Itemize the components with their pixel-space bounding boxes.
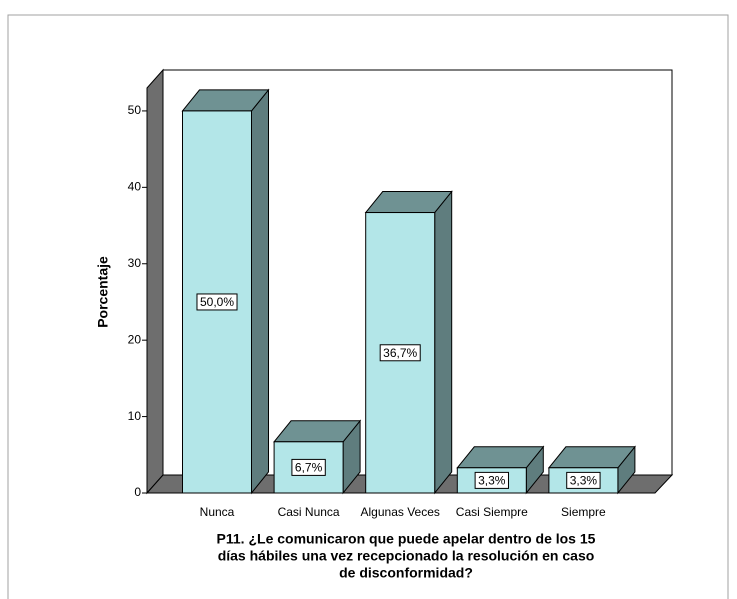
x-axis-label: días hábiles una vez recepcionado la res… — [218, 548, 595, 564]
x-tick-label: Algunas Veces — [361, 505, 440, 519]
y-tick-label: 50 — [128, 103, 142, 117]
y-tick-label: 40 — [128, 180, 142, 194]
value-label: 50,0% — [200, 295, 234, 309]
x-tick-label: Nunca — [200, 505, 235, 519]
x-tick-label: Siempre — [561, 505, 606, 519]
y-axis-label: Porcentaje — [95, 256, 111, 328]
y-tick-label: 10 — [128, 409, 142, 423]
value-label-box — [291, 458, 326, 476]
bar-side — [251, 88, 269, 495]
bar-side — [434, 190, 453, 495]
y-tick-label: 20 — [128, 332, 142, 346]
left-wall — [146, 68, 164, 495]
value-label-box — [474, 471, 509, 489]
x-tick-label: Casi Siempre — [456, 505, 528, 519]
y-tick-label: 30 — [128, 256, 142, 270]
value-label-box — [379, 344, 421, 362]
value-label-box — [196, 293, 238, 311]
value-label-box — [566, 471, 601, 489]
x-tick-label: Casi Nunca — [278, 505, 340, 519]
value-label: 3,3% — [570, 474, 598, 488]
y-tick-label: 0 — [134, 485, 141, 499]
x-axis-label: P11. ¿Le comunicaron que puede apelar de… — [217, 531, 596, 547]
value-label: 6,7% — [295, 461, 323, 475]
x-axis-label: de disconformidad? — [339, 565, 473, 581]
value-label: 36,7% — [383, 346, 417, 360]
value-label: 3,3% — [478, 474, 506, 488]
